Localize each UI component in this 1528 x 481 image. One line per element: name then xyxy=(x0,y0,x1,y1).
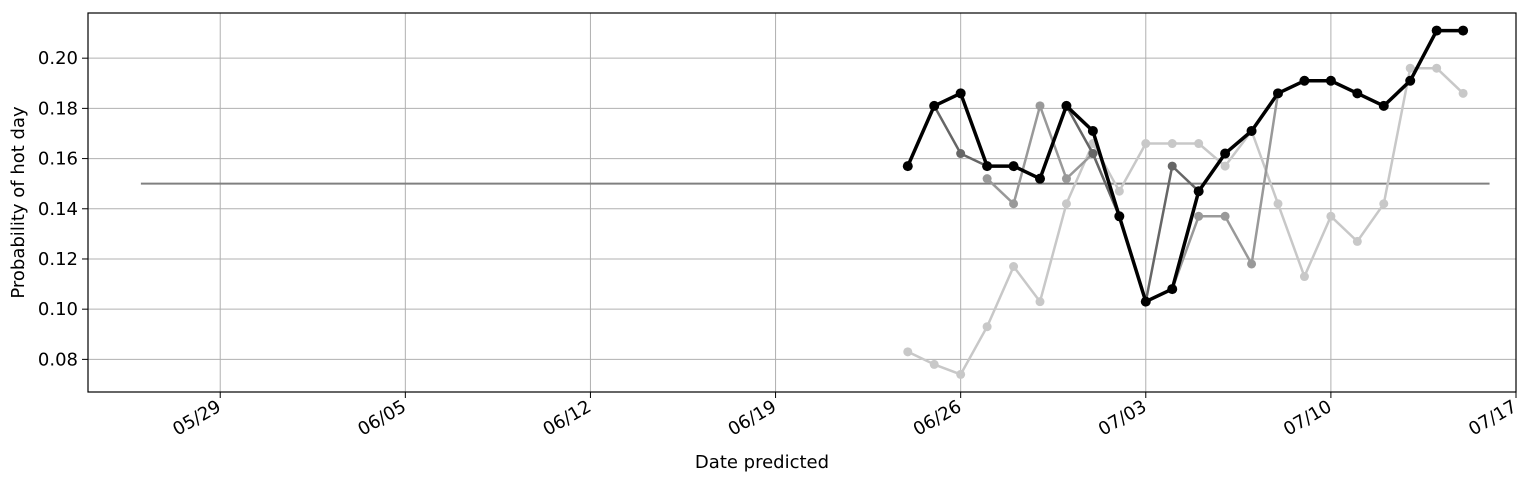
data-point xyxy=(1114,186,1124,196)
data-point xyxy=(955,88,966,99)
data-point xyxy=(956,369,966,379)
data-point xyxy=(1379,199,1389,209)
data-point xyxy=(1458,88,1468,98)
y-tick-label: 0.20 xyxy=(38,48,78,69)
data-point xyxy=(1273,199,1283,209)
data-point xyxy=(1008,161,1019,172)
data-point xyxy=(1246,125,1257,136)
y-tick-label: 0.08 xyxy=(38,349,78,370)
data-point xyxy=(1352,236,1362,246)
data-point xyxy=(1194,211,1204,221)
data-point xyxy=(1431,25,1442,36)
series-line xyxy=(986,93,1280,303)
x-tick-label: 05/29 xyxy=(169,396,224,440)
data-point xyxy=(1405,75,1416,86)
data-point xyxy=(1035,173,1045,184)
data-point xyxy=(1035,101,1045,111)
data-point xyxy=(1432,63,1442,73)
data-point xyxy=(1193,186,1204,197)
grid-lines xyxy=(88,13,1517,392)
data-point xyxy=(1167,284,1178,295)
data-point xyxy=(929,359,939,369)
y-tick-label: 0.10 xyxy=(38,299,78,320)
data-point xyxy=(1220,211,1230,221)
x-tick-label: 07/17 xyxy=(1465,396,1520,440)
data-point xyxy=(1458,25,1469,36)
y-tick-label: 0.18 xyxy=(38,98,78,119)
data-point xyxy=(1325,75,1336,86)
y-tick-label: 0.16 xyxy=(38,149,78,170)
data-point xyxy=(1009,199,1019,209)
data-point xyxy=(1087,125,1098,136)
data-point xyxy=(1220,161,1230,171)
data-point xyxy=(956,149,966,159)
data-point xyxy=(1194,139,1204,149)
data-point xyxy=(1273,88,1283,99)
series-0 xyxy=(903,63,1468,379)
data-point xyxy=(1009,262,1019,272)
data-point xyxy=(929,100,940,111)
data-point xyxy=(1167,161,1177,171)
y-axis-label: Probability of hot day xyxy=(8,106,29,299)
data-point xyxy=(1061,174,1071,184)
x-tick-label: 06/26 xyxy=(910,396,965,440)
data-point xyxy=(1141,139,1151,149)
axis-ticks: 05/29 06/05 06/12 06/19 06/26 07/03 07/10 07/17… xyxy=(38,48,1521,440)
x-tick-label: 07/03 xyxy=(1095,396,1150,440)
series-line xyxy=(907,66,1464,376)
data-point xyxy=(1061,199,1071,209)
data-point xyxy=(1299,75,1310,86)
data-point xyxy=(1247,259,1257,269)
series-3 xyxy=(902,25,1469,307)
data-point xyxy=(1088,149,1098,159)
x-axis-label: Date predicted xyxy=(695,452,829,473)
x-tick-label: 06/12 xyxy=(540,396,595,440)
x-tick-label: 06/05 xyxy=(354,396,409,440)
data-point xyxy=(1114,211,1125,222)
y-tick-label: 0.14 xyxy=(38,199,78,220)
data-point xyxy=(982,322,992,332)
y-tick-label: 0.12 xyxy=(38,249,78,270)
series-line xyxy=(906,28,1464,304)
plot-frame xyxy=(87,12,1517,393)
data-point xyxy=(1035,297,1045,307)
data-point xyxy=(903,347,913,357)
data-point xyxy=(1326,211,1336,221)
data-point xyxy=(1167,139,1177,149)
data-point xyxy=(1061,100,1072,111)
series-1 xyxy=(982,88,1283,307)
x-tick-label: 06/19 xyxy=(725,396,780,440)
data-point xyxy=(902,161,913,172)
data-point xyxy=(1352,88,1363,99)
data-point xyxy=(982,161,993,172)
data-point xyxy=(1378,100,1389,111)
series-group xyxy=(902,25,1469,379)
data-point xyxy=(982,174,992,184)
data-point xyxy=(1405,63,1415,73)
x-tick-label: 07/10 xyxy=(1280,396,1335,440)
data-point xyxy=(1140,296,1151,307)
data-point xyxy=(1220,148,1231,159)
data-point xyxy=(1299,272,1309,282)
